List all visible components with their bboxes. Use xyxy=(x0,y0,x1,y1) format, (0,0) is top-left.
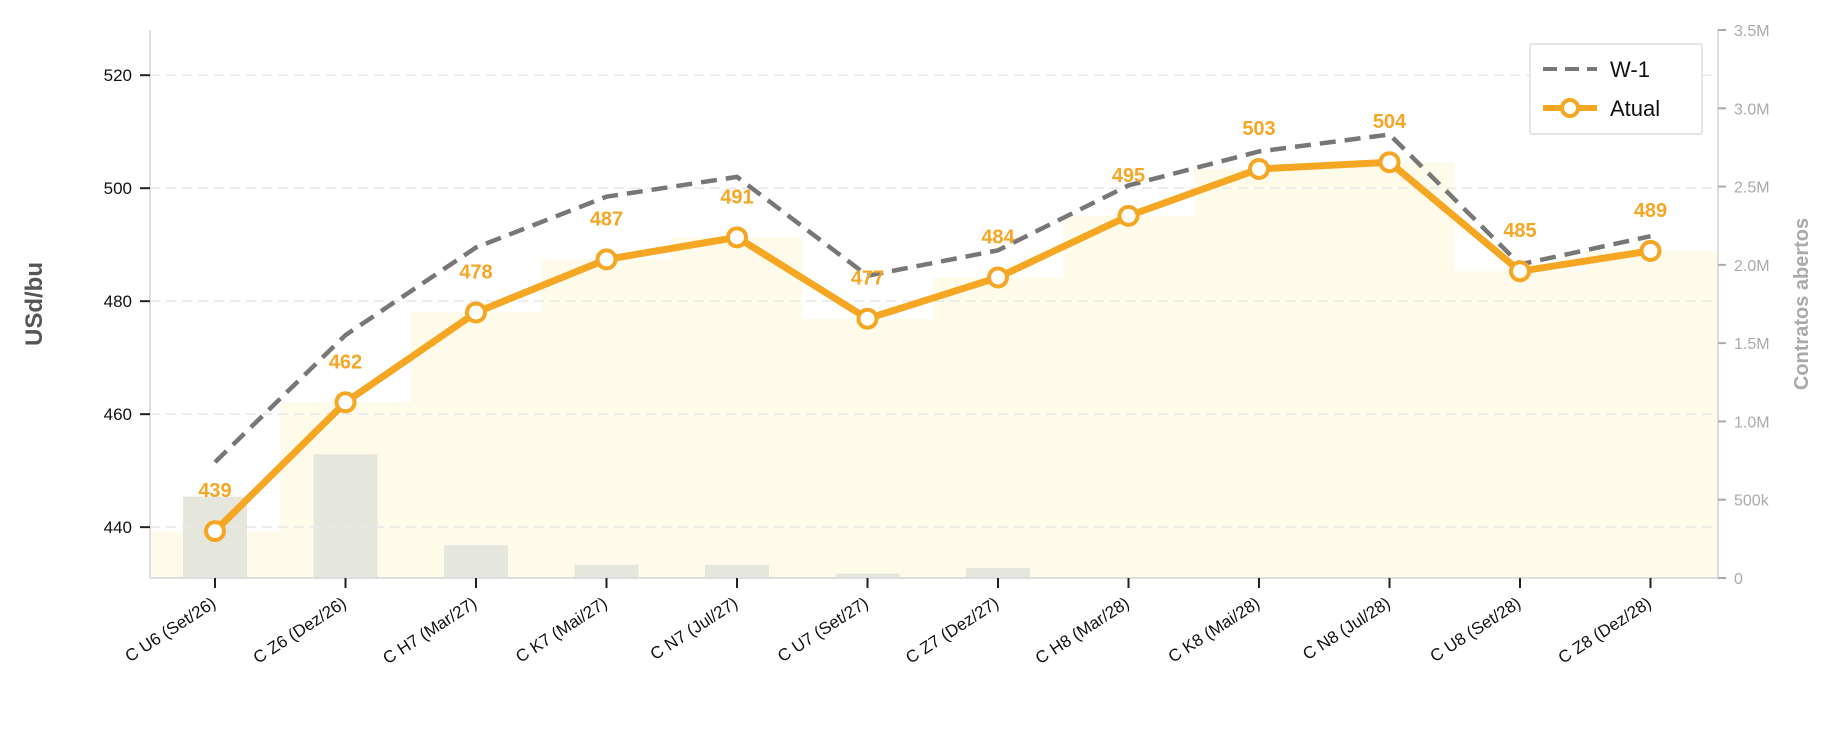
series-point-atual xyxy=(204,520,226,543)
series-point-atual xyxy=(1378,151,1401,174)
data-label-atual: 439 xyxy=(198,480,231,502)
y-tick-label-left: 500 xyxy=(104,179,132,198)
y-tick-label-right: 500k xyxy=(1734,493,1770,510)
x-tick-label: C Z8 (Dez/28) xyxy=(1555,593,1655,667)
open-interest-bar xyxy=(835,573,900,578)
series-lines xyxy=(204,132,1662,543)
plot-area: 439 462 478 487 491 477 484 495 503 504 485 489 440… xyxy=(104,23,1770,668)
series-line-atual xyxy=(212,158,1652,534)
y-tick-label-right: 2.5M xyxy=(1734,180,1770,197)
series-point-atual xyxy=(1639,239,1662,262)
x-tick-label: C Z7 (Dez/27) xyxy=(902,593,1002,667)
y-axis-title-left: USd/bu xyxy=(21,262,48,346)
x-tick-label: C H7 (Mar/27) xyxy=(380,593,481,668)
data-label-atual: 484 xyxy=(981,226,1015,248)
series-line-w1 xyxy=(213,132,1651,464)
y-tick-label-right: 3.0M xyxy=(1734,101,1770,118)
atual-area-fill xyxy=(150,162,1718,578)
y-tick-label-left: 520 xyxy=(104,66,132,85)
data-label-atual: 487 xyxy=(590,208,623,230)
legend-label-w1: W-1 xyxy=(1610,57,1650,82)
x-tick-label: C H8 (Mar/28) xyxy=(1032,593,1133,668)
y-tick-label-right: 3.5M xyxy=(1734,23,1770,40)
open-interest-bar xyxy=(313,454,378,578)
series-point-atual xyxy=(1248,157,1270,180)
series-point-atual xyxy=(1117,204,1140,227)
series-point-atual xyxy=(856,307,879,330)
x-tick-label: C U8 (Set/28) xyxy=(1427,593,1525,666)
data-label-atual: 477 xyxy=(851,268,884,290)
y-axis-title-right: Contratos abertos xyxy=(1791,218,1813,390)
x-tick-label: C N8 (Jul/28) xyxy=(1299,593,1393,663)
data-label-atual: 485 xyxy=(1503,220,1536,242)
y-tick-label-left: 460 xyxy=(104,405,132,424)
data-labels: 439 462 478 487 491 477 484 495 503 504 485 489 xyxy=(198,111,1667,502)
y-tick-label-left: 480 xyxy=(104,292,132,311)
x-tick-label: C N7 (Jul/27) xyxy=(647,593,741,663)
series-point-atual xyxy=(465,301,487,324)
data-label-atual: 491 xyxy=(720,186,753,208)
data-label-atual: 495 xyxy=(1112,165,1145,187)
legend-label-atual: Atual xyxy=(1610,96,1660,121)
x-tick-label: C Z6 (Dez/26) xyxy=(250,593,350,667)
data-label-atual: 504 xyxy=(1373,111,1407,133)
open-interest-bar xyxy=(705,564,769,578)
data-label-atual: 478 xyxy=(459,261,492,283)
x-tick-label: C K8 (Mai/28) xyxy=(1165,593,1263,666)
legend: W-1 Atual xyxy=(1529,43,1703,135)
data-label-atual: 462 xyxy=(329,351,362,373)
series-point-atual xyxy=(334,391,357,414)
area-fill-layer xyxy=(150,162,1718,578)
legend-marker-atual xyxy=(1560,98,1580,118)
series-point-atual xyxy=(987,266,1009,289)
data-label-atual: 489 xyxy=(1634,200,1667,222)
open-interest-bar xyxy=(574,564,639,578)
y-tick-label-right: 2.0M xyxy=(1734,258,1770,275)
y-tick-label-right: 0 xyxy=(1734,571,1743,588)
y-tick-label-right: 1.5M xyxy=(1734,336,1770,353)
open-interest-bar xyxy=(966,567,1030,578)
data-label-atual: 503 xyxy=(1242,118,1275,140)
series-point-atual xyxy=(595,248,618,271)
series-point-atual xyxy=(726,226,748,249)
x-tick-label: C K7 (Mai/27) xyxy=(512,593,610,666)
x-tick-label: C U6 (Set/26) xyxy=(122,593,220,666)
y-tick-label-left: 440 xyxy=(104,518,132,537)
open-interest-bar xyxy=(444,545,508,578)
y-tick-label-right: 1.0M xyxy=(1734,414,1770,431)
series-point-atual xyxy=(1509,260,1531,283)
x-tick-label: C U7 (Set/27) xyxy=(774,593,872,666)
